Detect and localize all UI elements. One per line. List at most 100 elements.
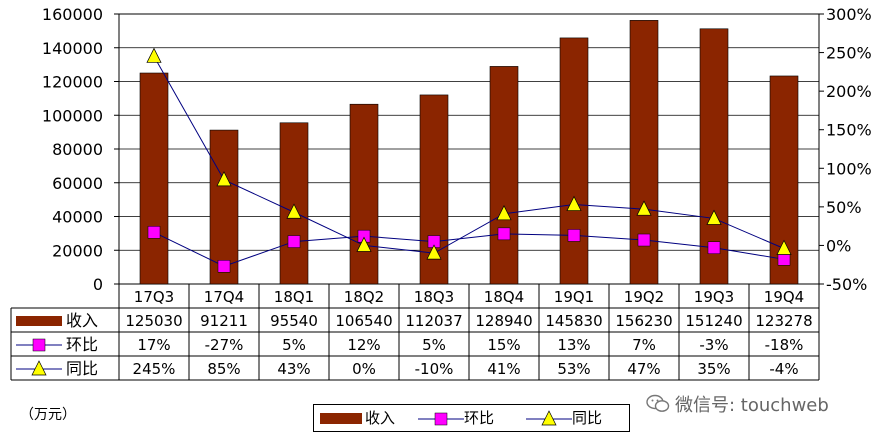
table-cell-revenue: 123278 [755,312,812,330]
x-axis-category-label: 19Q3 [694,288,734,306]
x-axis-category-label: 19Q2 [624,288,664,306]
table-key-yoy-marker [31,360,47,376]
marker-mom [217,260,231,273]
marker-mom [497,227,511,241]
table-cell-revenue: 128940 [475,312,532,330]
marker-yoy [286,203,302,219]
table-cell-revenue: 106540 [335,312,392,330]
left-axis-tick-label: 100000 [42,106,103,125]
marker-mom [287,235,301,248]
legend-swatch-yoy [526,409,572,425]
bar-revenue [699,28,729,285]
table-key-mom-marker [32,338,46,352]
right-axis-tick-label: 200% [826,82,872,101]
table-cell-yoy: -10% [415,360,454,378]
bar-revenue [489,66,519,285]
legend-label-revenue: 收入 [365,409,396,427]
right-axis-tick-label: 0% [826,236,851,255]
left-axis-tick-label: 80000 [52,140,103,159]
marker-yoy [356,236,372,252]
left-axis-tick-label: 40000 [52,208,103,227]
table-cell-revenue: 145830 [545,312,602,330]
right-axis-tick-label: 250% [826,44,872,63]
left-axis-tick-label: 140000 [42,39,103,58]
legend-label-mom: 环比 [464,409,495,427]
marker-yoy [636,200,652,216]
right-axis-tick-label: 300% [826,5,872,24]
marker-yoy [706,209,722,225]
marker-yoy [776,239,792,255]
legend-swatch-revenue [320,413,362,424]
table-cell-mom: 13% [557,336,590,354]
x-axis-category-label: 18Q3 [414,288,454,306]
table-cell-mom: 15% [487,336,520,354]
x-axis-category-label: 18Q1 [274,288,314,306]
table-key-revenue [16,316,62,326]
right-axis-tick-label: 150% [826,121,872,140]
watermark-text: 微信号: touchweb [675,395,829,416]
watermark: 微信号: touchweb [646,391,829,417]
table-cell-revenue: 112037 [405,312,462,330]
legend-swatch-mom [418,412,464,425]
legend-item-yoy: 同比 [526,405,602,431]
right-axis-tick-label: 100% [826,159,872,178]
marker-yoy [216,171,232,187]
table-cell-yoy: 85% [207,360,240,378]
marker-mom [777,253,791,266]
x-axis-category-label: 17Q3 [134,288,174,306]
legend: 收入 环比 同比 [313,404,630,432]
table-cell-revenue: 95540 [270,312,318,330]
table-cell-revenue: 151240 [685,312,742,330]
marker-yoy [496,205,512,221]
x-axis-category-label: 17Q4 [204,288,244,306]
marker-yoy [566,195,582,211]
legend-label-yoy: 同比 [572,409,603,427]
legend-item-revenue: 收入 [320,405,395,431]
table-row-header-revenue: 收入 [66,311,98,330]
left-axis-tick-label: 160000 [42,5,103,24]
table-cell-mom: 12% [347,336,380,354]
line-yoy [153,56,785,254]
left-axis-tick-label: 20000 [52,241,103,260]
bar-revenue [279,122,309,285]
table-cell-mom: 5% [422,336,446,354]
x-axis-category-label: 18Q4 [484,288,524,306]
marker-mom [707,241,721,254]
left-axis-tick-label: 60000 [52,174,103,193]
table-cell-mom: 17% [137,336,170,354]
table-cell-yoy: 35% [697,360,730,378]
line-mom [153,231,785,267]
bar-revenue [349,103,379,285]
table-cell-yoy: 53% [557,360,590,378]
table-cell-revenue: 125030 [125,312,182,330]
bar-revenue [139,72,169,285]
table-row-header-mom: 环比 [66,335,98,354]
table-cell-revenue: 91211 [200,312,248,330]
marker-mom [147,226,161,239]
table-cell-yoy: 47% [627,360,660,378]
table-cell-revenue: 156230 [615,312,672,330]
table-row-header-yoy: 同比 [66,359,98,378]
table-cell-yoy: 43% [277,360,310,378]
left-axis-tick-label: 0 [93,275,103,294]
table-cell-mom: 5% [282,336,306,354]
unit-label: （万元） [20,407,76,423]
legend-item-mom: 环比 [418,405,494,431]
x-axis-category-label: 19Q4 [764,288,804,306]
table-cell-mom: -27% [205,336,244,354]
wechat-icon [646,394,670,412]
x-axis-category-label: 19Q1 [554,288,594,306]
left-axis-tick-label: 120000 [42,73,103,92]
right-axis-tick-label: -50% [826,275,867,294]
table-cell-yoy: 245% [133,360,176,378]
table-cell-yoy: 0% [352,360,376,378]
table-cell-yoy: 41% [487,360,520,378]
table-cell-mom: -3% [699,336,728,354]
table-cell-mom: 7% [632,336,656,354]
marker-mom [637,233,651,247]
bar-revenue [209,129,239,285]
marker-yoy [426,244,442,260]
table-cell-yoy: -4% [769,360,798,378]
marker-yoy [146,47,162,63]
